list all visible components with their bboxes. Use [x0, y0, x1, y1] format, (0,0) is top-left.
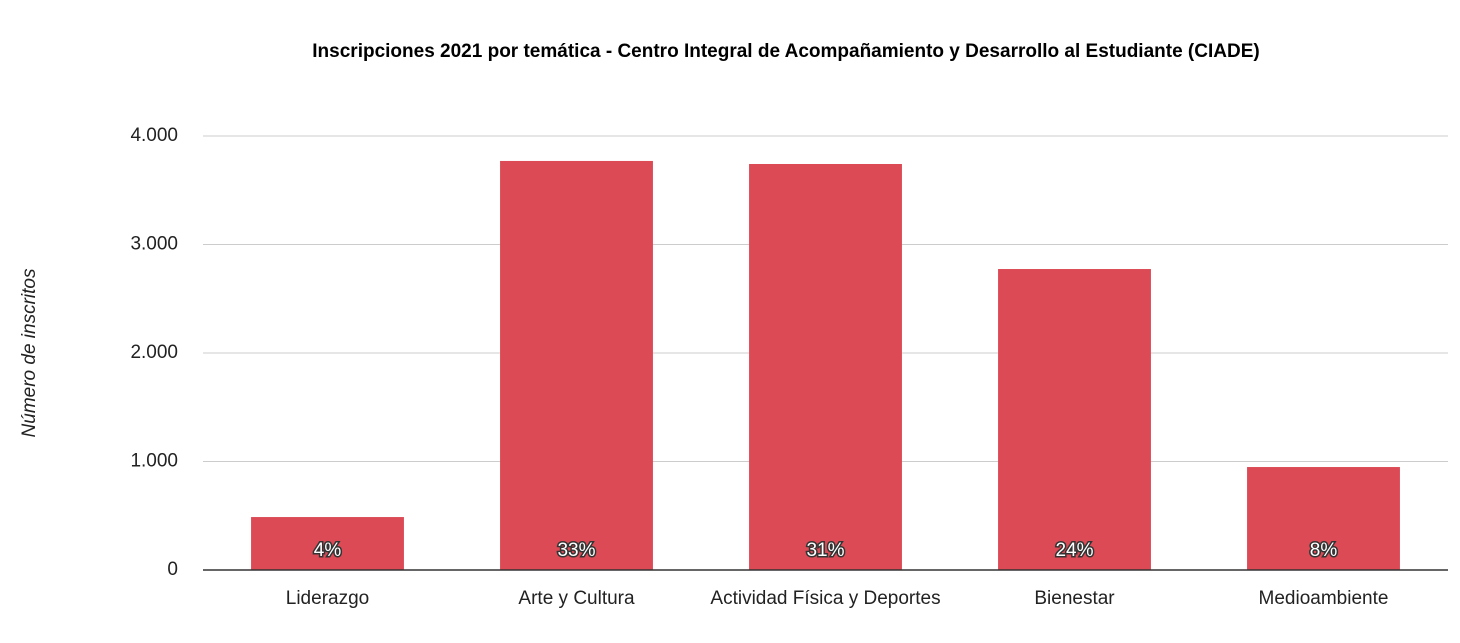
bar [251, 517, 404, 570]
bar [749, 163, 902, 571]
y-tick-label: 2.000 [130, 342, 178, 363]
data-label: 4% [314, 540, 342, 561]
data-label: 24% [1055, 540, 1093, 561]
data-label: 8% [1310, 540, 1338, 561]
y-tick-label: 1.000 [130, 451, 178, 472]
y-tick-label: 3.000 [130, 234, 178, 255]
bar [500, 160, 653, 570]
x-tick-label: Actividad Física y Deportes [710, 588, 941, 609]
x-tick-label: Arte y Cultura [518, 588, 635, 609]
x-tick-label: Bienestar [1034, 588, 1115, 609]
y-tick-label: 4.000 [130, 125, 178, 146]
x-tick-label: Liderazgo [285, 588, 370, 609]
data-label: 31% [806, 540, 844, 561]
x-tick-label: Medioambiente [1258, 588, 1389, 609]
y-tick-label: 0 [167, 559, 178, 580]
chart-title: Inscripciones 2021 por temática - Centro… [312, 41, 1259, 62]
bar [1247, 467, 1400, 570]
data-label: 33% [557, 540, 595, 561]
y-axis-label: Número de inscritos [19, 268, 40, 437]
bar [998, 269, 1151, 570]
